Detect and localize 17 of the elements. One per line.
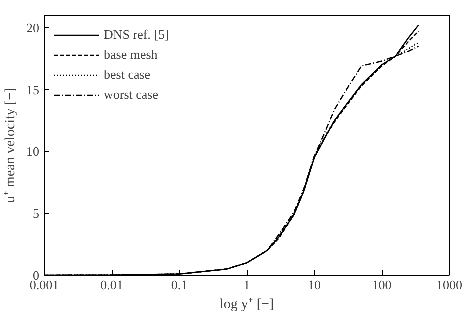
x-tick-label: 10 [308, 278, 321, 292]
y-tick-label: 10 [26, 144, 40, 160]
legend-label: best case [104, 67, 151, 83]
y-tick-label: 20 [26, 20, 40, 36]
y-tick-label: 15 [26, 82, 40, 98]
y-tick-label: 5 [33, 206, 40, 222]
x-tick-label: 1 [244, 278, 250, 292]
legend-label: base mesh [104, 47, 158, 63]
legend-label: DNS ref. [5] [104, 27, 170, 43]
x-tick-label: 0.1 [171, 278, 188, 292]
legend-label: worst case [104, 87, 159, 103]
y-tick-label: 0 [33, 268, 40, 283]
y-axis-title: u⁺ mean velocity [−] [4, 88, 18, 204]
x-tick-label: 0.01 [100, 278, 124, 292]
x-tick-label: 100 [372, 278, 392, 292]
x-tick-label: 1000 [436, 278, 462, 292]
x-axis-title: log y⁺ [−] [220, 298, 274, 312]
